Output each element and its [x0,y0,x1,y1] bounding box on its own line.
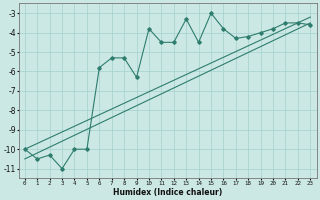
X-axis label: Humidex (Indice chaleur): Humidex (Indice chaleur) [113,188,222,197]
